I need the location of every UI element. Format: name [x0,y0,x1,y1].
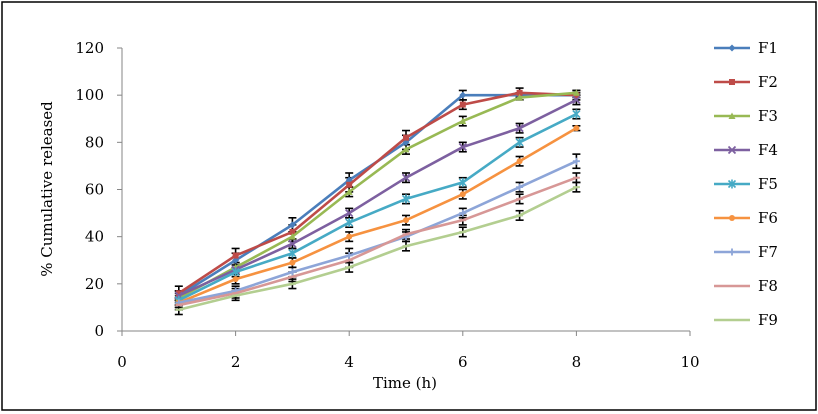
data-point [345,208,354,218]
legend-marker [728,44,736,52]
legend-item-f3: F3 [714,107,778,125]
legend-item-f2: F2 [714,73,778,91]
legend-marker [729,215,735,221]
data-point [175,290,182,297]
data-point [345,188,353,195]
legend-label: F5 [758,175,778,193]
legend-label: F9 [758,311,778,329]
y-tick-label: 0 [94,322,104,340]
legend-item-f9: F9 [714,311,778,329]
data-point [459,209,467,217]
data-point [459,117,467,125]
data-point [572,89,580,96]
data-point [458,177,467,187]
data-point [459,191,466,198]
data-point [288,268,296,276]
x-tick-label: 2 [231,353,241,371]
series-line [178,91,577,300]
data-point [402,145,410,153]
data-point [516,158,523,165]
y-axis-title: % Cumulative released [38,101,56,277]
legend-label: F7 [758,243,778,261]
data-point [232,276,239,283]
y-tick-label: 20 [85,275,104,293]
x-tick-label: 0 [117,353,127,371]
data-point [516,89,523,96]
data-point [516,94,524,101]
series-lines [174,89,581,312]
data-point [459,101,466,108]
series-f2 [175,89,580,297]
legend-label: F2 [758,73,778,91]
legend-label: F1 [758,39,778,57]
data-point [403,217,409,224]
legend-item-f7: F7 [714,243,778,261]
x-tick-label: 8 [572,353,582,371]
y-tick-label: 40 [85,228,104,246]
axes: 0 20 40 60 80 100 120 0 2 4 6 8 10 [75,39,699,371]
data-point [572,95,581,105]
data-point [232,252,239,259]
series-line [178,91,577,295]
data-point [345,252,353,260]
series-line [178,98,577,297]
data-point [573,125,580,132]
data-point [403,134,409,141]
data-point [345,218,354,228]
x-axis-title: Time (h) [373,374,437,392]
legend-item-f8: F8 [714,277,778,295]
data-point [401,194,411,204]
series-f9 [175,185,580,312]
data-point [288,248,297,258]
y-tick-label: 80 [85,133,104,151]
series-f6 [175,125,580,306]
series-line [178,176,577,307]
y-tick-label: 100 [75,86,104,104]
series-line [178,185,577,312]
data-point [572,109,581,119]
legend-marker [728,248,736,256]
x-tick-label: 4 [344,353,354,371]
series-f5 [174,109,581,305]
data-point [458,142,467,152]
legend-item-f6: F6 [714,209,778,227]
legend-item-f1: F1 [714,39,778,57]
series-line [178,112,577,302]
legend-item-f4: F4 [714,141,778,159]
x-tick-label: 6 [458,353,468,371]
data-point [346,181,353,188]
data-point [288,233,296,240]
series-f8 [175,176,580,307]
data-point [515,137,524,147]
data-point [572,157,580,165]
legend-marker [729,79,735,85]
legend-item-f5: F5 [714,175,778,193]
x-tick-label: 10 [680,353,699,371]
y-tick-label: 60 [85,181,104,199]
legend-label: F4 [758,141,778,159]
legend-label: F3 [758,107,778,125]
legend-label: F6 [758,209,778,227]
data-point [459,91,467,99]
series-line [178,127,578,304]
data-point [515,124,524,133]
legend-marker [728,112,736,119]
legend-marker [727,179,737,189]
data-point [288,239,297,248]
legend-marker [727,145,737,155]
legend-label: F8 [758,277,778,295]
data-point [516,183,524,191]
data-point [289,259,296,266]
data-point [346,233,353,240]
y-tick-label: 120 [75,39,104,57]
data-point [401,173,411,182]
legend: F1 F2 F3 F4 F5 F6 F7 F8 F9 [714,39,778,329]
data-point [289,228,296,235]
data-point [288,221,296,229]
data-point [231,267,240,277]
